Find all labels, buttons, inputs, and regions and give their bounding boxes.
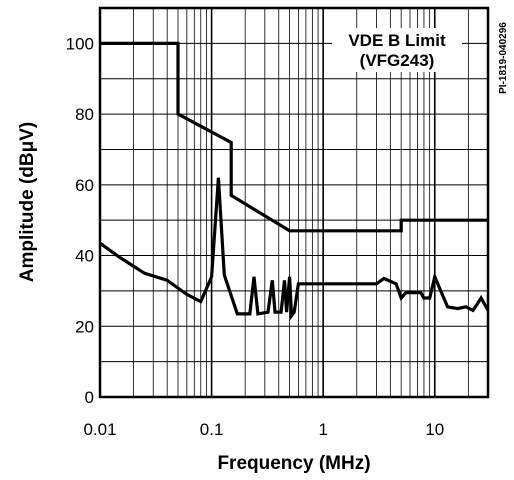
tick-labels: 0 20 40 60 80 100 0.01 0.1 1 10 bbox=[66, 34, 445, 439]
x-tick-label: 10 bbox=[425, 420, 444, 439]
x-tick-label: 0.01 bbox=[83, 420, 116, 439]
grid bbox=[100, 8, 488, 397]
annotation-background bbox=[332, 28, 462, 72]
x-axis-label: Frequency (MHz) bbox=[217, 453, 370, 474]
y-tick-label: 0 bbox=[85, 388, 94, 407]
y-tick-label: 100 bbox=[66, 34, 94, 53]
x-tick-label: 0.1 bbox=[200, 420, 224, 439]
y-tick-label: 40 bbox=[75, 247, 94, 266]
y-tick-label: 80 bbox=[75, 105, 94, 124]
annotation-line-2: (VFG243) bbox=[360, 51, 435, 70]
annotation-box: VDE B Limit (VFG243) bbox=[332, 28, 462, 72]
y-tick-label: 20 bbox=[75, 317, 94, 336]
series-layer bbox=[99, 41, 490, 321]
figure-id: PI-1819-040296 bbox=[498, 22, 509, 94]
limit-line bbox=[100, 41, 488, 233]
x-tick-label: 1 bbox=[318, 420, 327, 439]
annotation-line-1: VDE B Limit bbox=[348, 31, 446, 50]
plot-frame bbox=[98, 6, 490, 399]
y-tick-label: 60 bbox=[75, 176, 94, 195]
measured-emission-line bbox=[99, 177, 490, 321]
y-axis-label: Amplitude (dBμV) bbox=[17, 122, 38, 282]
